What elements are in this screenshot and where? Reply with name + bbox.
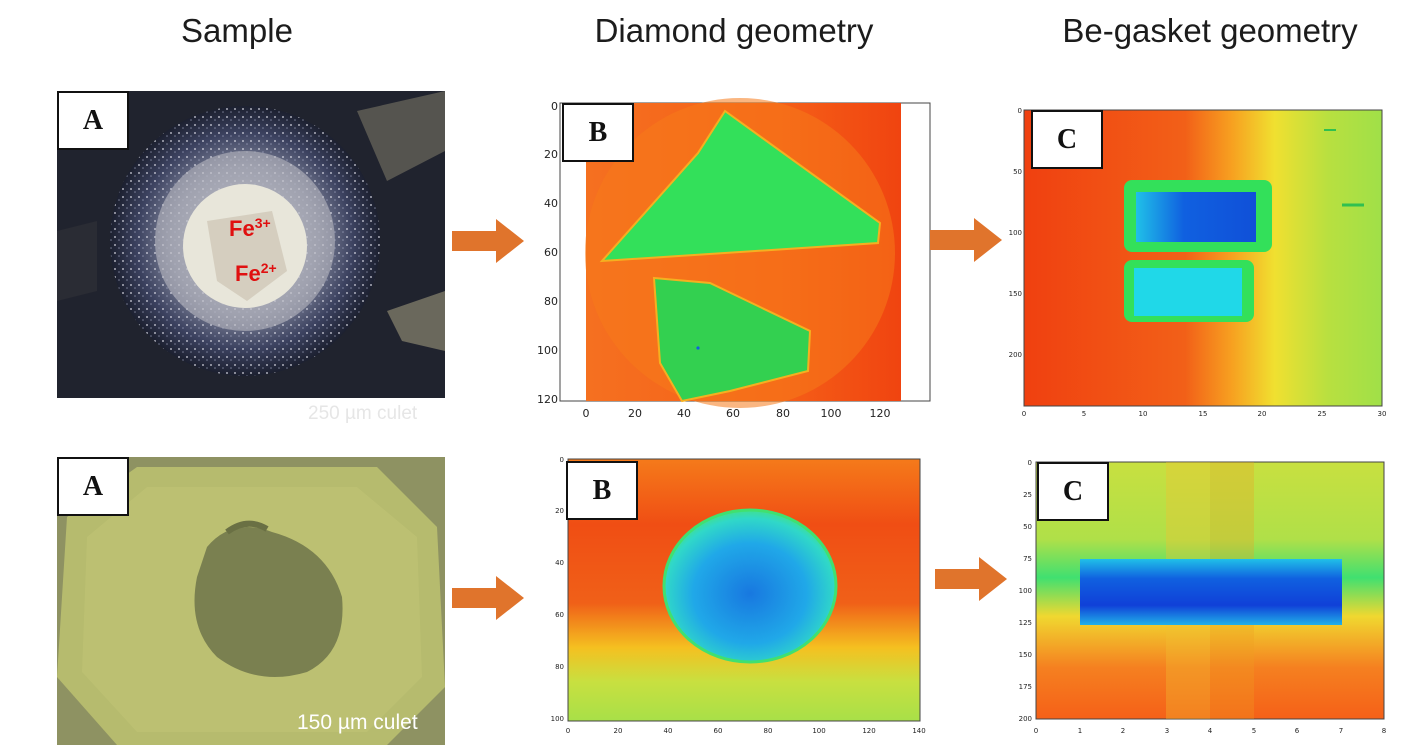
svg-text:20: 20	[1258, 410, 1267, 418]
svg-text:3: 3	[1165, 727, 1169, 735]
svg-text:140: 140	[912, 727, 925, 735]
svg-text:80: 80	[776, 407, 790, 420]
panel-label-a-row2: A	[57, 457, 129, 516]
svg-text:0: 0	[1018, 107, 1022, 115]
svg-text:150: 150	[1019, 651, 1032, 659]
column-header-sample: Sample	[181, 12, 293, 49]
panel-label-c-row2: C	[1037, 462, 1109, 521]
panel-label-b-row2: B	[566, 461, 638, 520]
svg-text:100: 100	[537, 344, 558, 357]
arrow-right-icon	[452, 576, 524, 620]
svg-text:75: 75	[1023, 555, 1032, 563]
svg-text:5: 5	[1082, 410, 1086, 418]
svg-text:0: 0	[583, 407, 590, 420]
svg-text:100: 100	[812, 727, 825, 735]
svg-text:100: 100	[551, 715, 564, 723]
svg-text:40: 40	[555, 559, 564, 567]
svg-text:25: 25	[1318, 410, 1327, 418]
fe2-grain-region	[652, 276, 812, 403]
svg-text:25: 25	[1023, 491, 1032, 499]
svg-text:4: 4	[1208, 727, 1213, 735]
gasket-map-row1-axes: 0 50 100 150 200 0 5 10 15 20 25 30	[1009, 107, 1386, 418]
svg-text:80: 80	[555, 663, 564, 671]
svg-text:100: 100	[821, 407, 842, 420]
svg-text:15: 15	[1199, 410, 1208, 418]
svg-text:120: 120	[870, 407, 891, 420]
fe2-label: Fe2+	[235, 260, 277, 286]
svg-text:100: 100	[1019, 587, 1032, 595]
panel-label-c-row1: C	[1031, 110, 1103, 169]
svg-text:1: 1	[1078, 727, 1082, 735]
svg-text:0: 0	[1022, 410, 1026, 418]
svg-text:80: 80	[764, 727, 773, 735]
fe3-label: Fe3+	[229, 215, 271, 241]
culet-scale-row2: 150 µm culet	[297, 711, 418, 734]
svg-text:20: 20	[544, 148, 558, 161]
svg-text:60: 60	[726, 407, 740, 420]
svg-text:175: 175	[1019, 683, 1032, 691]
panel-label-a-row1: A	[57, 91, 129, 150]
svg-text:50: 50	[1023, 523, 1032, 531]
svg-text:100: 100	[1009, 229, 1022, 237]
panel-label-b-row1: B	[562, 103, 634, 162]
svg-text:60: 60	[714, 727, 723, 735]
svg-text:6: 6	[1295, 727, 1300, 735]
svg-text:50: 50	[1013, 168, 1022, 176]
svg-text:60: 60	[544, 246, 558, 259]
svg-text:5: 5	[1252, 727, 1256, 735]
column-header-gasket: Be-gasket geometry	[1062, 12, 1358, 49]
svg-text:120: 120	[537, 393, 558, 406]
svg-text:40: 40	[664, 727, 673, 735]
svg-text:60: 60	[555, 611, 564, 619]
svg-text:0: 0	[566, 727, 570, 735]
svg-text:30: 30	[1378, 410, 1386, 418]
svg-text:20: 20	[614, 727, 623, 735]
diamond-map-row2-axes: 0 20 40 60 80 100 0 20 40 60 80 100 120 …	[551, 456, 926, 735]
svg-text:40: 40	[544, 197, 558, 210]
svg-text:80: 80	[544, 295, 558, 308]
svg-text:120: 120	[862, 727, 875, 735]
gasket-map-row2-axes: 0 25 50 75 100 125 150 175 200 0 1 2 3 4…	[1019, 459, 1387, 735]
svg-text:20: 20	[555, 507, 564, 515]
arrow-right-icon	[935, 557, 1007, 601]
sample-photo-row1: Fe3+ Fe2+	[57, 91, 445, 398]
svg-text:7: 7	[1339, 727, 1343, 735]
svg-text:125: 125	[1019, 619, 1032, 627]
fe3-grain-region	[599, 109, 882, 263]
svg-text:150: 150	[1009, 290, 1022, 298]
svg-text:0: 0	[1028, 459, 1032, 467]
svg-text:0: 0	[551, 100, 558, 113]
svg-text:200: 200	[1009, 351, 1022, 359]
arrow-right-icon	[452, 219, 524, 263]
svg-text:20: 20	[628, 407, 642, 420]
svg-text:200: 200	[1019, 715, 1032, 723]
svg-text:40: 40	[677, 407, 691, 420]
culet-scale-row1: 250 µm culet	[308, 403, 418, 424]
column-header-diamond: Diamond geometry	[594, 12, 874, 49]
svg-text:8: 8	[1382, 727, 1386, 735]
arrow-right-icon	[930, 218, 1002, 262]
svg-text:0: 0	[1034, 727, 1038, 735]
diamond-map-row1-axes: 0 20 40 60 80 100 120 0 20 40 60 80 100 …	[537, 100, 891, 420]
svg-text:0: 0	[560, 456, 564, 464]
svg-text:10: 10	[1139, 410, 1148, 418]
svg-text:2: 2	[1121, 727, 1125, 735]
